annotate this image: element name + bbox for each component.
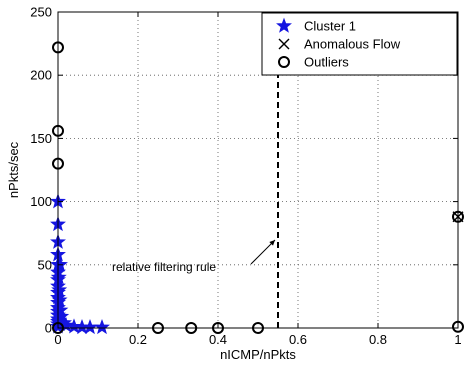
x-tick-label: 0 (54, 332, 61, 347)
x-tick-label: 0.2 (129, 332, 147, 347)
y-tick-label: 150 (30, 131, 52, 146)
legend-label-anomalous-flow: Anomalous Flow (304, 37, 401, 52)
cluster-1-point (52, 256, 68, 272)
cluster-1-point (94, 319, 110, 335)
x-tick-label: 0.6 (289, 332, 307, 347)
y-tick-label: 0 (45, 321, 52, 336)
x-tick-label: 1 (454, 332, 461, 347)
x-axis-title: nICMP/nPkts (220, 347, 296, 362)
annotation-label: relative filtering rule (112, 260, 216, 274)
legend-marker-anomalous-flow-stroke (278, 38, 290, 50)
cluster-1-point (50, 269, 67, 285)
legend-box (261, 12, 458, 76)
filtering-rule-layer: relative filtering rule (112, 12, 279, 328)
annotation-arrow-head (269, 240, 275, 246)
data-layer (50, 41, 464, 335)
x-tick-label: 0.8 (369, 332, 387, 347)
legend-label-cluster-1: Cluster 1 (304, 19, 356, 34)
legend: Cluster 1 Anomalous Flow Outliers (261, 12, 458, 76)
legend-marker-outliers (278, 56, 290, 68)
cluster-1-point (51, 291, 68, 307)
cluster-1-point (66, 318, 82, 334)
annotation-arrow-line (250, 239, 276, 265)
cluster-1-point (56, 314, 72, 330)
y-tick-label: 100 (30, 194, 52, 209)
y-tick-label: 250 (30, 5, 52, 20)
legend-marker-anomalous-flow (278, 38, 290, 50)
legend-label-outliers: Outliers (304, 55, 349, 70)
x-tick-label: 0.4 (209, 332, 227, 347)
axis-ticks: 0 0.2 0.4 0.6 0.8 1 0 50 100 150 200 250 (30, 5, 461, 348)
y-axis-title: nPkts/sec (6, 141, 21, 198)
plot-frame (57, 11, 459, 329)
y-tick-label: 50 (38, 257, 52, 272)
legend-marker-cluster-1 (276, 17, 292, 33)
y-tick-label: 200 (30, 68, 52, 83)
